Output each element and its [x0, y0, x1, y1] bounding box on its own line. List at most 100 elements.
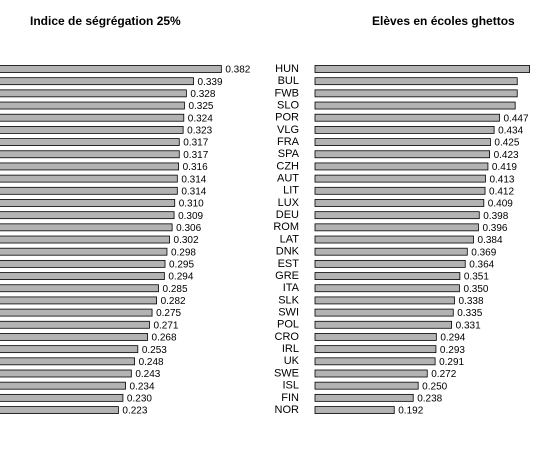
bar [314, 308, 454, 317]
bar [0, 406, 119, 414]
bar [314, 272, 461, 280]
data-label: 0.364 [469, 260, 494, 271]
y-tick-label: SWE [274, 367, 299, 379]
y-tick-label: GRE [275, 270, 299, 282]
data-label: 0.413 [489, 174, 514, 185]
data-label: 0.382 [225, 65, 250, 76]
data-label: 0.325 [188, 101, 213, 112]
data-label: 0.282 [161, 296, 186, 307]
bar [314, 211, 480, 220]
data-label: 0.268 [152, 333, 177, 344]
bar [0, 235, 170, 244]
bar [0, 162, 180, 171]
data-label: 0.317 [183, 138, 208, 149]
bar [314, 333, 437, 341]
bar [0, 150, 180, 159]
bar [314, 393, 414, 402]
y-tick-label: EST [278, 258, 300, 270]
y-tick-label: VLG [277, 124, 299, 136]
bar [314, 138, 491, 146]
bar [0, 369, 132, 378]
bar [314, 126, 495, 134]
bar [314, 235, 474, 244]
data-label: 0.324 [188, 113, 213, 124]
data-label: 0.234 [130, 381, 155, 392]
bar [0, 211, 175, 220]
bar [314, 320, 453, 329]
data-label: 0.434 [498, 126, 523, 137]
bar [0, 113, 185, 122]
y-tick-label: NOR [275, 404, 300, 416]
data-label: 0.250 [422, 381, 447, 392]
data-label: 0.339 [198, 77, 223, 88]
y-tick-label: CZH [276, 160, 299, 172]
bar [314, 259, 466, 268]
bar [314, 150, 490, 159]
data-label: 0.369 [471, 247, 496, 258]
y-tick-label: DEU [276, 209, 299, 221]
bar [0, 101, 185, 110]
bar [0, 77, 194, 86]
data-label: 0.398 [483, 211, 508, 222]
y-tick-label: SLO [277, 99, 299, 111]
bar [314, 357, 436, 366]
bar [314, 101, 516, 110]
data-label: 0.328 [190, 89, 215, 100]
data-label: 0.314 [181, 174, 206, 185]
y-tick-label: IRL [282, 343, 299, 355]
data-label: 0.294 [440, 333, 465, 344]
bar [314, 223, 479, 232]
bar [314, 186, 486, 195]
y-tick-label: FRA [277, 136, 300, 148]
bar [314, 162, 489, 171]
bar [0, 333, 148, 341]
y-tick-label: DNK [276, 246, 300, 258]
bar [0, 199, 176, 207]
data-label: 0.285 [163, 284, 188, 295]
bar [314, 89, 518, 98]
bar [314, 296, 455, 305]
y-tick-label: POL [277, 319, 299, 331]
data-label: 0.310 [179, 199, 204, 210]
data-label: 0.323 [187, 126, 212, 137]
data-label: 0.243 [135, 369, 160, 380]
data-label: 0.396 [482, 223, 507, 234]
bar [314, 77, 518, 86]
data-label: 0.350 [463, 284, 488, 295]
bar [0, 126, 184, 134]
data-label: 0.314 [181, 186, 206, 197]
y-tick-label: SWI [278, 307, 299, 319]
data-label: 0.253 [142, 345, 167, 356]
data-label: 0.306 [176, 223, 201, 234]
y-tick-label: SLK [278, 294, 299, 306]
bar [0, 284, 159, 293]
bar [0, 345, 139, 354]
data-label: 0.295 [169, 260, 194, 271]
bar [314, 199, 485, 207]
bar [0, 259, 166, 268]
data-label: 0.447 [503, 113, 528, 124]
data-label: 0.302 [174, 235, 199, 246]
bar [0, 357, 135, 366]
y-tick-label: HUN [275, 63, 299, 75]
bar [0, 393, 124, 402]
bar [0, 138, 180, 146]
data-label: 0.338 [459, 296, 484, 307]
data-label: 0.409 [488, 199, 513, 210]
chart-title: Elèves en écoles ghettos [372, 14, 515, 28]
data-label: 0.293 [440, 345, 465, 356]
bar [314, 174, 486, 183]
data-label: 0.351 [464, 272, 489, 283]
bar [314, 406, 395, 414]
data-label: 0.248 [139, 357, 164, 368]
bar [314, 284, 460, 293]
data-label: 0.223 [122, 406, 147, 417]
data-label: 0.272 [431, 369, 456, 380]
data-label: 0.271 [153, 320, 178, 331]
data-label: 0.423 [494, 150, 519, 161]
data-label: 0.192 [398, 406, 423, 417]
data-label: 0.316 [183, 162, 208, 173]
data-label: 0.291 [439, 357, 464, 368]
bar [314, 113, 500, 122]
y-tick-label: FIN [281, 392, 299, 404]
